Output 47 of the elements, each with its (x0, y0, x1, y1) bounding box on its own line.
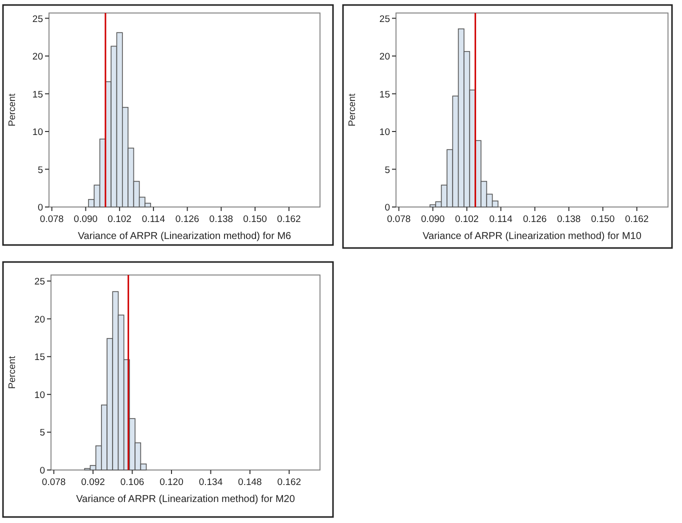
x-tick-label: 0.078 (386, 214, 411, 225)
y-tick-label: 25 (34, 276, 45, 288)
x-tick-label: 0.090 (420, 214, 445, 225)
x-tick-label: 0.138 (209, 214, 234, 225)
y-tick-label: 15 (379, 89, 390, 100)
x-tick-label: 0.150 (243, 214, 267, 225)
y-tick-label: 5 (40, 428, 45, 439)
x-tick-label: 0.090 (74, 214, 98, 225)
x-tick-label: 0.126 (522, 214, 547, 225)
x-tick-label: 0.078 (42, 477, 66, 488)
y-tick-label: 15 (32, 89, 43, 100)
y-axis-title: Percent (7, 93, 18, 126)
y-tick-label: 25 (379, 14, 390, 25)
y-tick-label: 0 (384, 202, 390, 214)
x-tick-label: 0.092 (81, 477, 105, 488)
y-tick-label: 25 (32, 14, 43, 25)
y-tick-label: 5 (38, 164, 43, 176)
x-tick-label: 0.162 (277, 214, 301, 225)
x-tick-label: 0.102 (108, 214, 132, 225)
y-tick-label: 0 (38, 202, 43, 214)
x-axis-title: Variance of ARPR (Linearization method) for M6 (78, 231, 292, 242)
x-tick-label: 0.148 (238, 477, 262, 488)
y-tick-label: 10 (34, 390, 45, 401)
x-axis-title: Variance of ARPR (Linearization method) for M10 (422, 231, 642, 242)
y-axis-title: Percent (347, 93, 358, 126)
x-tick-label: 0.102 (454, 214, 479, 225)
x-tick-label: 0.134 (198, 477, 223, 488)
x-tick-label: 0.114 (142, 214, 165, 225)
x-tick-label: 0.106 (120, 477, 144, 488)
x-tick-label: 0.114 (489, 214, 512, 225)
x-tick-label: 0.126 (175, 214, 200, 225)
x-tick-label: 0.162 (624, 214, 649, 225)
y-tick-label: 10 (379, 127, 390, 138)
y-tick-label: 5 (384, 164, 390, 176)
x-axis-title: Variance of ARPR (Linearization method) for M20 (76, 494, 296, 505)
y-tick-label: 0 (40, 466, 45, 476)
y-tick-label: 10 (32, 127, 43, 138)
y-axis-title: Percent (7, 356, 18, 389)
x-tick-label: 0.078 (40, 214, 64, 225)
x-tick-label: 0.162 (277, 477, 302, 488)
y-tick-label: 15 (34, 352, 45, 364)
x-tick-label: 0.150 (590, 214, 615, 225)
y-tick-label: 20 (32, 52, 43, 63)
y-tick-label: 20 (34, 314, 45, 326)
x-tick-label: 0.138 (556, 214, 581, 225)
y-tick-label: 20 (379, 52, 390, 63)
x-tick-label: 0.120 (160, 477, 184, 488)
